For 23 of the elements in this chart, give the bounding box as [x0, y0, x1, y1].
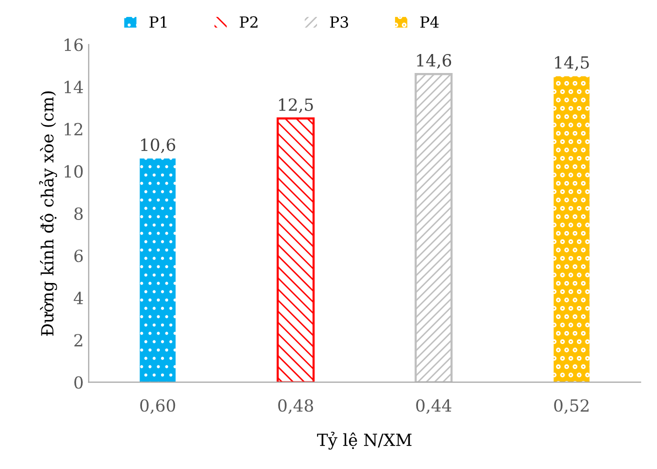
y-tick-label: 4 — [74, 292, 83, 304]
y-tick-label: 2 — [74, 334, 82, 346]
legend-label: P4 — [420, 16, 439, 28]
y-axis-title: Đường kính độ chảy xòe (cm) — [39, 91, 58, 336]
x-tick-label: 0,52 — [554, 399, 589, 414]
y-tick-label: 12 — [64, 122, 82, 136]
data-label: 14,5 — [555, 56, 589, 71]
y-tick-label: 14 — [64, 80, 83, 94]
data-label: 12,5 — [279, 98, 313, 114]
data-label: 14,6 — [417, 54, 452, 69]
legend-label: P2 — [240, 16, 258, 28]
y-tick-label: 8 — [74, 207, 83, 220]
data-label: 10,6 — [141, 138, 176, 154]
y-tick-label: 16 — [64, 38, 83, 52]
y-tick-label: 0 — [74, 376, 83, 389]
x-axis-title: Tỷ lệ N/XM — [317, 432, 412, 450]
y-tick-label: 10 — [64, 165, 83, 178]
legend-label: P3 — [330, 16, 348, 28]
y-tick-label: 6 — [74, 250, 83, 262]
x-tick-label: 0,44 — [416, 399, 452, 414]
legend-label: P1 — [150, 16, 166, 28]
x-tick-label: 0,60 — [140, 399, 176, 414]
x-tick-label: 0,48 — [278, 399, 314, 414]
